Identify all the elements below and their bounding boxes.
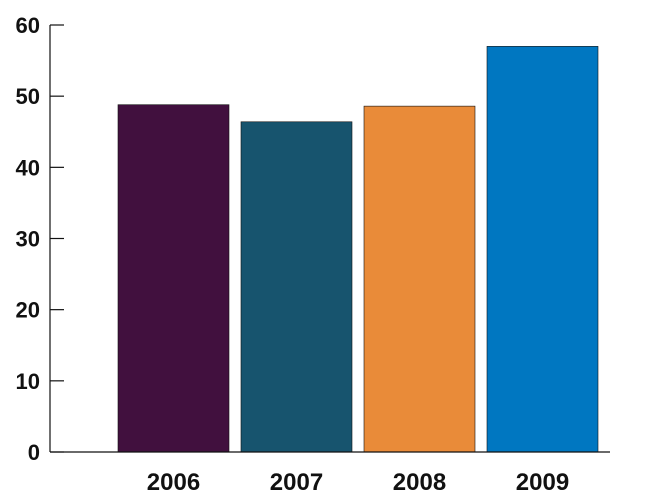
bar-2006: [117, 104, 230, 453]
y-axis: 0 10 20 30 40 50 60: [16, 13, 64, 465]
y-tick-label: 40: [16, 155, 40, 180]
x-tick-label: 2007: [270, 469, 323, 496]
bar-2007: [240, 121, 353, 453]
bar-2009: [486, 46, 599, 453]
x-tick-label: 2008: [393, 469, 446, 496]
y-tick-label: 60: [16, 13, 40, 38]
bars: [117, 46, 599, 453]
y-tick-label: 30: [16, 227, 40, 252]
x-tick-label: 2006: [147, 469, 200, 496]
y-tick-label: 0: [28, 440, 40, 465]
x-axis: 2006 2007 2008 2009: [50, 451, 610, 496]
x-tick-label: 2009: [516, 469, 569, 496]
bar-2008: [363, 105, 476, 453]
y-tick-label: 20: [16, 298, 40, 323]
y-tick-label: 10: [16, 369, 40, 394]
y-tick-label: 50: [16, 84, 40, 109]
